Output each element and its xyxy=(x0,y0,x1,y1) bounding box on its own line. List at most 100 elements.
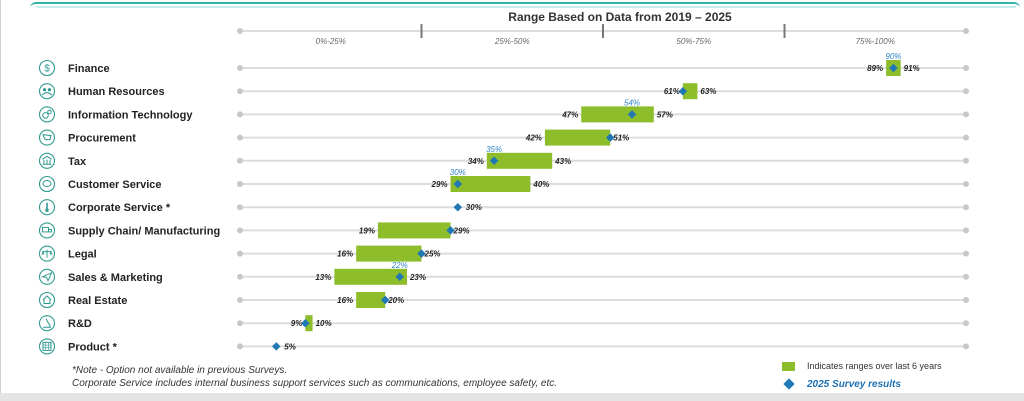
survey-label-finance: 90% xyxy=(885,52,901,61)
high-label-tax: 43% xyxy=(554,157,571,166)
survey-marker-sales-marketing xyxy=(395,272,404,282)
gears-icon-b xyxy=(47,109,52,115)
track-start-legal xyxy=(237,250,243,257)
high-label-corporate-service: 30% xyxy=(466,203,482,212)
people-icon-a xyxy=(42,88,47,92)
range-bar-legal xyxy=(356,245,422,262)
house-icon-ring xyxy=(38,291,56,309)
range-bar-sales-marketing xyxy=(334,268,407,285)
row-label-human-resources: Human Resources xyxy=(68,86,165,98)
truck-icon-b xyxy=(48,228,52,233)
bank-icon-ring xyxy=(38,152,56,169)
low-label-human-resources: 61% xyxy=(664,87,680,96)
low-label-supply-chain-manufacturing: 19% xyxy=(359,226,375,235)
microscope-icon-a xyxy=(43,318,51,328)
high-label-legal: 25% xyxy=(424,250,441,259)
high-label-sales-marketing: 23% xyxy=(409,273,426,282)
high-label-finance: 91% xyxy=(904,64,920,73)
track-start-finance xyxy=(237,65,243,71)
row-label-customer-service: Customer Service xyxy=(68,179,162,191)
scales-icon-ring xyxy=(38,245,56,262)
chat-icon-ring xyxy=(38,175,56,193)
low-label-customer-service: 29% xyxy=(431,180,448,189)
truck-icon xyxy=(38,222,56,239)
legend-survey: 2025 Survey results xyxy=(782,375,942,393)
high-label-product: 5% xyxy=(284,342,296,351)
range-bar-customer-service xyxy=(450,176,531,192)
track-end-customer-service xyxy=(963,181,969,187)
high-label-procurement: 51% xyxy=(613,134,629,143)
header-track-end xyxy=(963,28,969,34)
track-end-real-estate xyxy=(963,297,969,303)
row-label-r-d: R&D xyxy=(68,318,92,330)
track-end-r-d xyxy=(963,320,969,327)
survey-marker-r-d xyxy=(301,318,310,328)
frame-top-accent xyxy=(36,6,1016,8)
thermometer-icon xyxy=(38,199,56,216)
track-start-real-estate xyxy=(237,297,243,303)
people-icon xyxy=(38,83,56,100)
cart-icon-ring xyxy=(38,129,56,146)
frame-top-border xyxy=(30,2,1020,9)
track-start-tax xyxy=(237,157,243,164)
dollar-icon-ring xyxy=(38,59,56,77)
survey-label-tax: 35% xyxy=(486,145,502,154)
truck-icon-ring xyxy=(38,222,56,239)
legend-range: Indicates ranges over last 6 years xyxy=(782,357,942,375)
track-end-tax xyxy=(963,157,969,164)
legend-range-swatch xyxy=(782,361,795,371)
cart-icon xyxy=(38,129,56,146)
survey-marker-real-estate xyxy=(380,295,390,305)
low-label-sales-marketing: 13% xyxy=(315,273,331,282)
track-end-procurement xyxy=(963,134,969,141)
truck-icon-a xyxy=(42,226,49,233)
range-bar-information-technology xyxy=(581,106,654,123)
frame-bottom-bar xyxy=(0,393,1024,401)
people-icon-ring xyxy=(38,83,56,100)
survey-marker-product xyxy=(272,342,281,351)
house-icon xyxy=(38,291,56,309)
track-end-supply-chain-manufacturing xyxy=(963,227,969,234)
low-label-r-d: 9% xyxy=(291,319,303,328)
row-label-corporate-service: Corporate Service * xyxy=(68,202,171,214)
gears-icon-ring xyxy=(38,106,56,123)
high-label-human-resources: 63% xyxy=(700,87,716,96)
survey-marker-supply-chain-manufacturing xyxy=(446,226,455,235)
legend-survey-diamond xyxy=(783,378,795,390)
grid-icon-ring xyxy=(38,338,56,355)
track-start-customer-service xyxy=(237,181,243,187)
grid-icon xyxy=(38,338,56,355)
row-label-tax: Tax xyxy=(68,156,87,168)
thermometer-icon-ring xyxy=(38,199,56,216)
band-label-3: 75%-100% xyxy=(856,37,895,46)
paper-plane-icon-a xyxy=(40,271,53,283)
paper-plane-icon xyxy=(38,268,56,285)
note-line-1: *Note - Option not available in previous… xyxy=(72,365,288,376)
track-start-information-technology xyxy=(237,111,243,118)
legend: Indicates ranges over last 6 years 2025 … xyxy=(782,357,942,393)
row-label-information-technology: Information Technology xyxy=(68,109,193,121)
dollar-icon: $ xyxy=(38,59,56,77)
grid-icon-b xyxy=(43,342,51,351)
low-label-information-technology: 47% xyxy=(561,110,578,119)
survey-marker-customer-service xyxy=(453,179,463,189)
low-label-legal: 16% xyxy=(337,250,353,259)
track-start-supply-chain-manufacturing xyxy=(237,227,243,234)
row-label-procurement: Procurement xyxy=(68,133,136,145)
track-end-legal xyxy=(963,250,969,257)
chat-icon xyxy=(38,175,56,193)
high-label-r-d: 10% xyxy=(316,319,332,328)
house-icon-a xyxy=(42,295,52,304)
track-start-product xyxy=(237,343,243,350)
chart-title: Range Based on Data from 2019 – 2025 xyxy=(508,10,732,24)
header-track-start xyxy=(237,28,243,34)
track-end-product xyxy=(963,343,969,350)
band-label-0: 0%-25% xyxy=(316,37,346,46)
range-bar-real-estate xyxy=(356,292,386,308)
chat-icon-a xyxy=(42,180,52,187)
bank-icon xyxy=(38,152,56,169)
legend-range-label: Indicates ranges over last 6 years xyxy=(807,361,942,371)
row-label-sales-marketing: Sales & Marketing xyxy=(68,272,163,284)
survey-label-customer-service: 30% xyxy=(450,168,466,177)
survey-label-sales-marketing: 22% xyxy=(391,261,408,270)
